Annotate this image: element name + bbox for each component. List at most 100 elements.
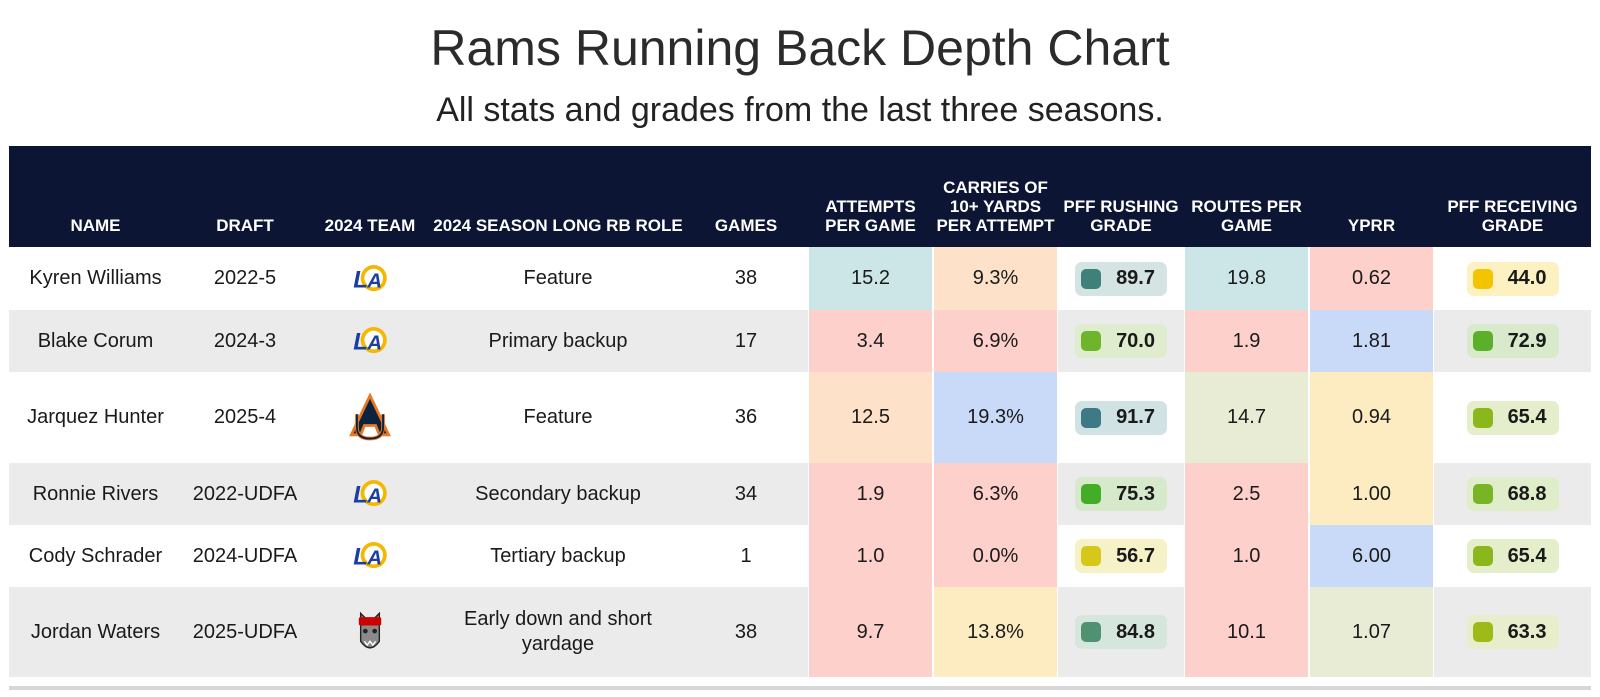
- cell-role: Secondary backup: [432, 463, 684, 525]
- chart-title: Rams Running Back Depth Chart: [430, 20, 1170, 76]
- cell-draft: 2024-UDFA: [182, 525, 308, 587]
- cell-games: 38: [684, 247, 808, 310]
- cell-bg-carries: [933, 463, 1058, 525]
- routes-text: 1.9: [1232, 329, 1261, 352]
- name-text: Ronnie Rivers: [32, 482, 159, 505]
- cell-games: 36: [684, 372, 808, 463]
- table-header: NAME DRAFT 2024 TEAM 2024 SEASON LONG RB RO…: [9, 146, 1591, 247]
- svg-text:A: A: [366, 546, 382, 569]
- cell-att: 12.5: [808, 372, 933, 463]
- grade-value: 89.7: [1116, 267, 1155, 289]
- name-text: Jarquez Hunter: [27, 406, 164, 428]
- yprr-text: 1.81: [1352, 329, 1391, 352]
- cell-bg-routes: [1184, 247, 1309, 310]
- svg-text:A: A: [366, 269, 382, 292]
- cell-role: Tertiary backup: [432, 525, 684, 587]
- cell-rush: 89.7: [1058, 247, 1184, 310]
- cell-bg-carries: [933, 587, 1058, 677]
- header-draft: DRAFT: [216, 216, 274, 235]
- draft-text: 2025-UDFA: [192, 620, 298, 643]
- svg-text:L: L: [353, 266, 368, 293]
- att-text: 3.4: [856, 329, 885, 352]
- grade-color-swatch: [1472, 407, 1493, 428]
- cell-games: 38: [684, 587, 808, 677]
- att-text: 1.0: [856, 544, 885, 567]
- cell-bg-yprr: [1309, 463, 1434, 525]
- cell-bg-yprr: [1309, 525, 1434, 587]
- cell-recv: 65.4: [1434, 525, 1591, 587]
- grade-value: 44.0: [1507, 267, 1547, 289]
- grade-color-swatch: [1081, 546, 1101, 566]
- rushing-grade-badge: 70.0: [1075, 324, 1167, 358]
- cell-bg-att: [808, 310, 933, 372]
- draft-text: 2022-5: [213, 267, 277, 289]
- yprr-text: 0.94: [1352, 406, 1391, 428]
- cell-bg-yprr: [1309, 247, 1434, 310]
- grade-value: 63.3: [1507, 620, 1547, 643]
- draft-text: 2024-UDFA: [192, 544, 298, 567]
- role-text: Primary backup: [488, 329, 628, 352]
- cell-bg-att: [808, 372, 933, 463]
- games-text: 38: [734, 267, 758, 289]
- table-row: Blake Corum 2024-3 L A Primary backup 17 3.4 6.…: [9, 310, 1591, 372]
- cell-recv: 63.3: [1434, 587, 1591, 677]
- cell-routes: 2.5: [1184, 463, 1309, 525]
- cell-name: Kyren Williams: [9, 247, 182, 310]
- routes-text: 14.7: [1227, 406, 1266, 428]
- svg-text:A: A: [366, 331, 382, 354]
- table-row: Jarquez Hunter 2025-4 Feature 36 12.5 19.3% 91…: [9, 372, 1591, 463]
- cell-carries: 6.9%: [933, 310, 1058, 372]
- rushing-grade-badge: 89.7: [1075, 261, 1167, 296]
- carries-text: 9.3%: [972, 267, 1019, 289]
- cell-name: Blake Corum: [9, 310, 182, 372]
- receiving-grade-badge: 63.3: [1466, 615, 1559, 649]
- receiving-grade-badge: 72.9: [1466, 324, 1559, 358]
- grade-color-swatch: [1081, 484, 1101, 504]
- chart-subtitle: All stats and grades from the last three…: [436, 91, 1164, 129]
- header-name: NAME: [70, 216, 121, 235]
- cell-bg-carries: [933, 247, 1058, 310]
- cell-bg-yprr: [1309, 587, 1434, 677]
- cell-yprr: 0.62: [1309, 247, 1434, 310]
- routes-text: 1.0: [1232, 544, 1261, 567]
- cell-bg-att: [808, 247, 933, 310]
- draft-text: 2025-4: [213, 406, 277, 428]
- cell-bg-yprr: [1309, 310, 1434, 372]
- cell-routes: 19.8: [1184, 247, 1309, 310]
- cell-carries: 0.0%: [933, 525, 1058, 587]
- grade-color-swatch: [1472, 331, 1493, 351]
- name-text: Cody Schrader: [28, 544, 163, 567]
- role-text: Secondary backup: [475, 482, 641, 505]
- cell-games: 17: [684, 310, 808, 372]
- cell-att: 1.0: [808, 525, 933, 587]
- table-bottom-border: [9, 686, 1591, 690]
- cell-bg-carries: [933, 310, 1058, 372]
- cell-role: Primary backup: [432, 310, 684, 372]
- header-role: 2024 SEASON LONG RB ROLE: [433, 216, 683, 235]
- routes-text: 10.1: [1227, 620, 1266, 643]
- cell-yprr: 6.00: [1309, 525, 1434, 587]
- cell-bg-att: [808, 587, 933, 677]
- cell-yprr: 1.00: [1309, 463, 1434, 525]
- cell-rush: 56.7: [1058, 525, 1184, 587]
- cell-rush: 84.8: [1058, 587, 1184, 677]
- cell-routes: 1.9: [1184, 310, 1309, 372]
- cell-carries: 19.3%: [933, 372, 1058, 463]
- role-text: Tertiary backup: [490, 544, 626, 567]
- cell-role: Feature: [432, 372, 684, 463]
- svg-text:L: L: [353, 481, 368, 508]
- table-row: Kyren Williams 2022-5 L A Feature 38 15.2 9.3% 8…: [9, 247, 1591, 310]
- cell-routes: 1.0: [1184, 525, 1309, 587]
- cell-bg-yprr: [1309, 372, 1434, 463]
- grade-color-swatch: [1472, 546, 1493, 566]
- cell-games: 1: [684, 525, 808, 587]
- cell-recv: 44.0: [1434, 247, 1591, 310]
- header-routes: ROUTES PER GAME: [1191, 197, 1302, 235]
- name-text: Blake Corum: [37, 329, 154, 352]
- yprr-text: 0.62: [1352, 267, 1391, 289]
- cell-att: 15.2: [808, 247, 933, 310]
- grade-value: 72.9: [1507, 329, 1547, 352]
- cell-bg-carries: [933, 525, 1058, 587]
